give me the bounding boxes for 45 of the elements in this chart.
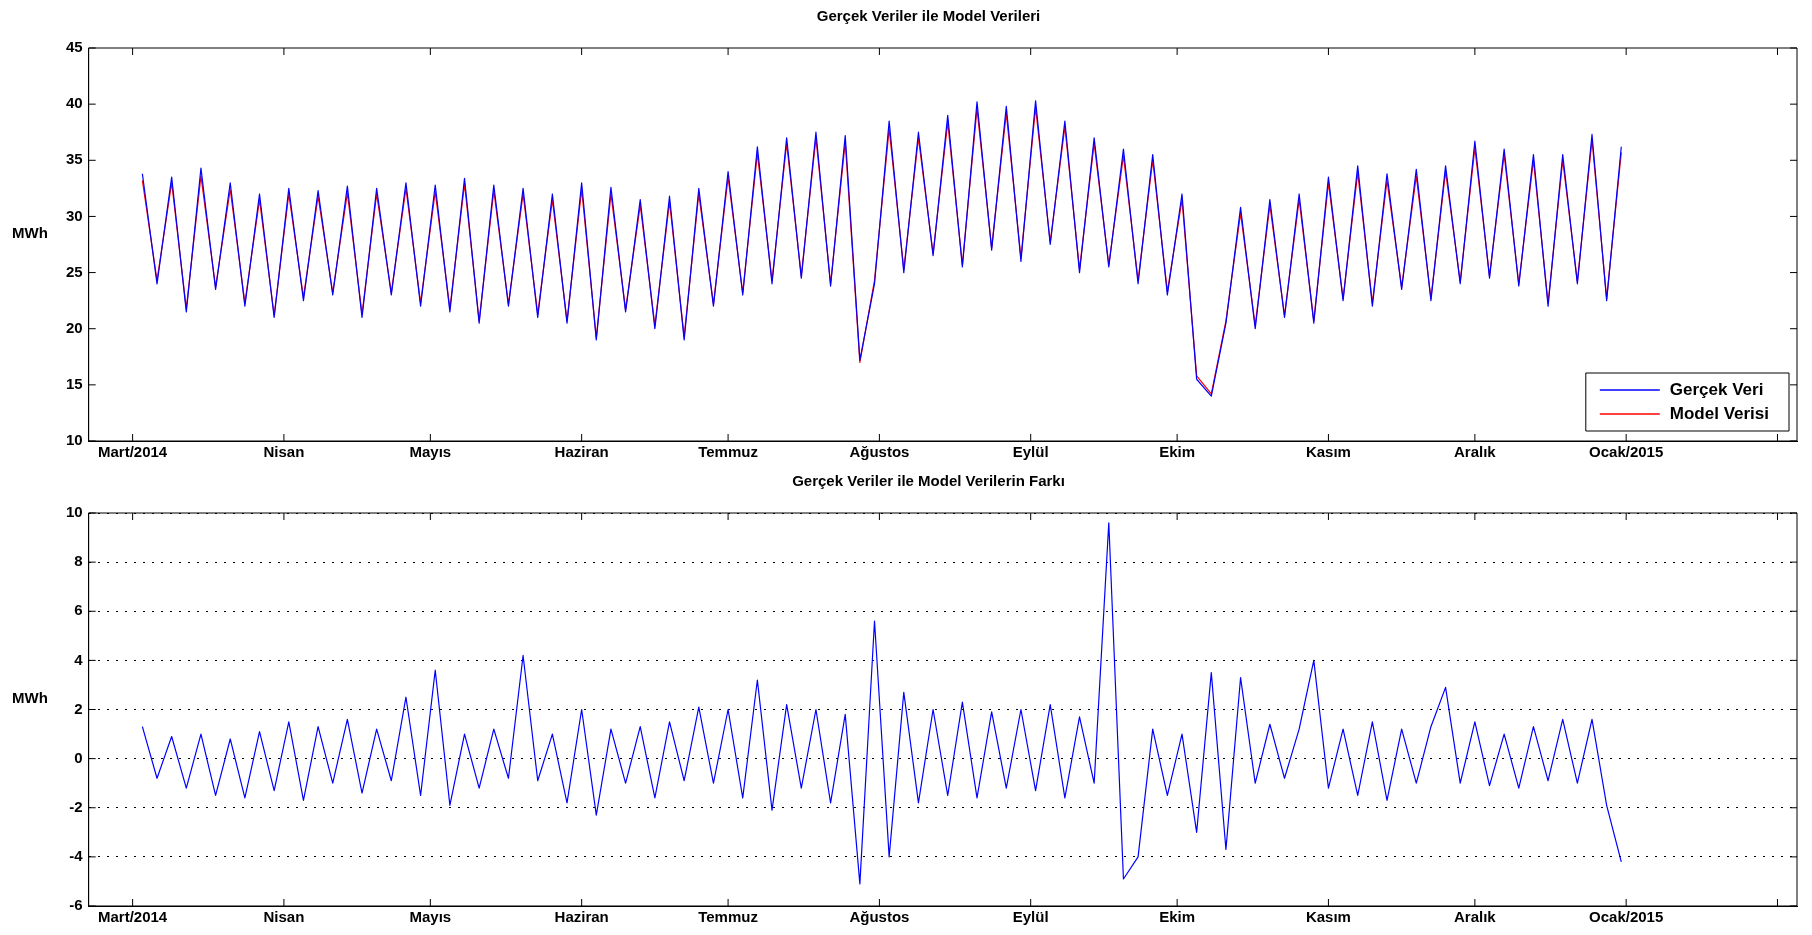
- x-tick-label: Kasım: [1305, 443, 1351, 461]
- legend-label: Gerçek Veri: [1669, 379, 1764, 399]
- x-tick-label: Nisan: [263, 908, 305, 926]
- y-tick-label: 10: [66, 503, 83, 521]
- y-tick-label: 8: [74, 552, 83, 570]
- x-tick-label: Ekim: [1159, 443, 1196, 461]
- y-tick-label: 20: [66, 318, 83, 336]
- x-tick-label: Mayıs: [409, 443, 452, 461]
- y-tick-label: 45: [66, 38, 83, 56]
- x-tick-label: Eylül: [1012, 443, 1049, 461]
- y-tick-label: 10: [66, 431, 83, 449]
- x-tick-label: Eylül: [1012, 908, 1049, 926]
- y-tick-label: 2: [74, 699, 83, 717]
- x-tick-label: Temmuz: [698, 443, 758, 461]
- x-tick-label: Ekim: [1159, 908, 1196, 926]
- y-axis-title: MWh: [11, 689, 49, 706]
- chart-title: Gerçek Veriler ile Model Verilerin Farkı: [792, 472, 1065, 490]
- y-tick-label: 6: [74, 601, 83, 619]
- x-tick-label: Aralık: [1454, 443, 1497, 461]
- x-tick-label: Ağustos: [849, 443, 910, 461]
- y-tick-label: 35: [66, 150, 83, 168]
- y-tick-label: 15: [66, 375, 83, 392]
- y-tick-label: -4: [69, 847, 84, 865]
- x-tick-label: Haziran: [554, 443, 609, 461]
- x-tick-label: Ocak/2015: [1589, 443, 1664, 461]
- y-tick-label: 30: [66, 206, 83, 224]
- legend-label: Model Verisi: [1669, 403, 1769, 423]
- y-tick-label: -6: [69, 896, 83, 914]
- chart-title: Gerçek Veriler ile Model Verileri: [816, 7, 1041, 25]
- y-tick-label: 40: [66, 94, 83, 112]
- y-tick-label: 25: [66, 262, 83, 280]
- x-tick-label: Temmuz: [698, 908, 758, 926]
- x-tick-label: Mart/2014: [98, 443, 168, 461]
- x-tick-label: Mayıs: [409, 908, 452, 926]
- x-tick-label: Kasım: [1305, 908, 1351, 926]
- x-tick-label: Haziran: [554, 908, 609, 926]
- x-tick-label: Aralık: [1454, 908, 1497, 926]
- x-tick-label: Ocak/2015: [1589, 908, 1664, 926]
- x-tick-label: Mart/2014: [98, 908, 168, 926]
- y-tick-label: 0: [74, 748, 83, 766]
- y-axis-title: MWh: [11, 224, 49, 241]
- x-tick-label: Ağustos: [849, 908, 910, 926]
- y-tick-label: -2: [69, 797, 83, 815]
- x-tick-label: Nisan: [263, 443, 305, 461]
- y-tick-label: 4: [74, 650, 84, 668]
